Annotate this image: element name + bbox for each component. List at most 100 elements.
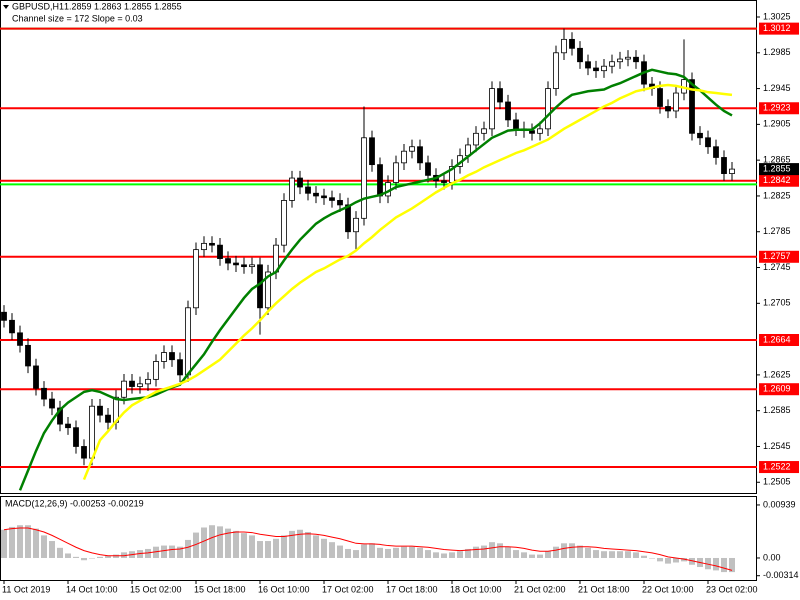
macd-bar <box>657 557 663 562</box>
candle-body <box>89 405 95 459</box>
candle-body <box>49 398 55 409</box>
macd-bar <box>361 544 367 558</box>
candle-body <box>529 130 535 134</box>
indicator-line <box>3 527 733 571</box>
quote: 1.2859 1.2863 1.2855 1.2855 <box>64 1 182 11</box>
candle-body <box>233 262 239 266</box>
macd-bar <box>217 526 223 558</box>
macd-bar <box>649 557 655 559</box>
macd-bar <box>57 547 63 558</box>
level-label: 1.3012 <box>763 23 791 33</box>
macd-bar <box>473 546 479 558</box>
macd-bar <box>489 542 495 558</box>
candle-body <box>65 423 71 429</box>
macd-bar <box>417 547 423 558</box>
macd-bar <box>41 535 47 558</box>
macd-bar <box>369 543 375 558</box>
candle-body <box>265 271 271 309</box>
candle-body <box>497 88 503 103</box>
macd-bar <box>257 541 263 558</box>
level-label: 1.2609 <box>763 384 791 394</box>
macd-bar <box>569 543 575 558</box>
candle-body <box>513 119 519 130</box>
candle-body <box>553 52 559 89</box>
macd-bar <box>137 550 143 558</box>
candle-body <box>561 38 567 54</box>
candle-body <box>25 344 31 367</box>
x-tick-label: 15 Oct 18:00 <box>194 584 246 594</box>
y-tick-label: 1.2745 <box>763 262 791 272</box>
candle-body <box>665 106 671 112</box>
macd-bar <box>505 546 511 558</box>
candle-body <box>41 387 47 400</box>
candle-body <box>225 258 231 264</box>
level-label-box <box>759 174 799 187</box>
candle-body <box>729 168 735 174</box>
candle-body <box>145 378 151 385</box>
macd-bar <box>145 548 151 558</box>
candle-body <box>585 61 591 69</box>
level-label-box <box>759 250 799 263</box>
macd-bar <box>329 542 335 558</box>
candle-body <box>569 38 575 49</box>
candle-body <box>409 146 415 152</box>
macd-frame <box>0 496 757 581</box>
macd-bar <box>465 548 471 558</box>
macd-bar <box>537 554 543 558</box>
macd-bar <box>385 548 391 558</box>
y-tick-label: 1.2825 <box>763 190 791 200</box>
candle-body <box>17 332 23 346</box>
y-tick-label: 1.2865 <box>763 155 791 165</box>
macd-bar <box>625 551 631 558</box>
candle-body <box>193 249 199 309</box>
level-label-box <box>759 461 799 474</box>
symbol: GBPUSD,H1 <box>12 1 64 11</box>
candle-body <box>697 132 703 139</box>
macd-bar <box>281 535 287 558</box>
price-plot <box>0 27 757 491</box>
candle-body <box>305 186 311 194</box>
macd-bar <box>97 556 103 558</box>
macd-bar <box>345 548 351 558</box>
x-tick-label: 17 Oct 18:00 <box>386 584 438 594</box>
macd-bar <box>161 545 167 558</box>
level-label: 1.2664 <box>763 334 791 344</box>
macd-bar <box>241 533 247 558</box>
y-tick-label: 1.2505 <box>763 477 791 487</box>
macd-bar <box>409 546 415 558</box>
candle-body <box>281 200 287 246</box>
plot-layer: 11 Oct 2019 14 Oct 10:00 15 Oct 02:00 15 Oc… <box>0 11 799 594</box>
candle-body <box>633 56 639 63</box>
y-tick-label: 1.2585 <box>763 405 791 415</box>
candle-body <box>425 162 431 176</box>
y-tick-label: 1.2545 <box>763 441 791 451</box>
last-price-box <box>759 163 799 176</box>
macd-bar <box>273 538 279 558</box>
y-tick-label: 1.2785 <box>763 226 791 236</box>
macd-bar <box>457 551 463 558</box>
y-tick-label: -0.00314 <box>763 570 799 580</box>
x-tick-label: 21 Oct 02:00 <box>514 584 566 594</box>
candle-body <box>57 407 63 425</box>
candle-body <box>169 352 175 361</box>
candle-body <box>505 101 511 121</box>
macd-bar <box>105 555 111 558</box>
candle-body <box>81 446 87 459</box>
macd-bar <box>121 552 127 558</box>
candle-body <box>393 162 399 183</box>
x-tick-label: 22 Oct 10:00 <box>642 584 694 594</box>
candle-body <box>209 242 215 246</box>
macd-bar <box>401 546 407 558</box>
y-tick-label: 0.00 <box>763 552 781 562</box>
candle-body <box>201 242 207 251</box>
macd-bar <box>393 547 399 558</box>
macd-bar <box>153 546 159 558</box>
candle-body <box>129 380 135 387</box>
candle-body <box>689 79 695 134</box>
indicator-line <box>82 83 733 481</box>
y-tick-label: 1.2945 <box>763 83 791 93</box>
macd-bar <box>433 552 439 558</box>
candle-body <box>345 204 351 233</box>
